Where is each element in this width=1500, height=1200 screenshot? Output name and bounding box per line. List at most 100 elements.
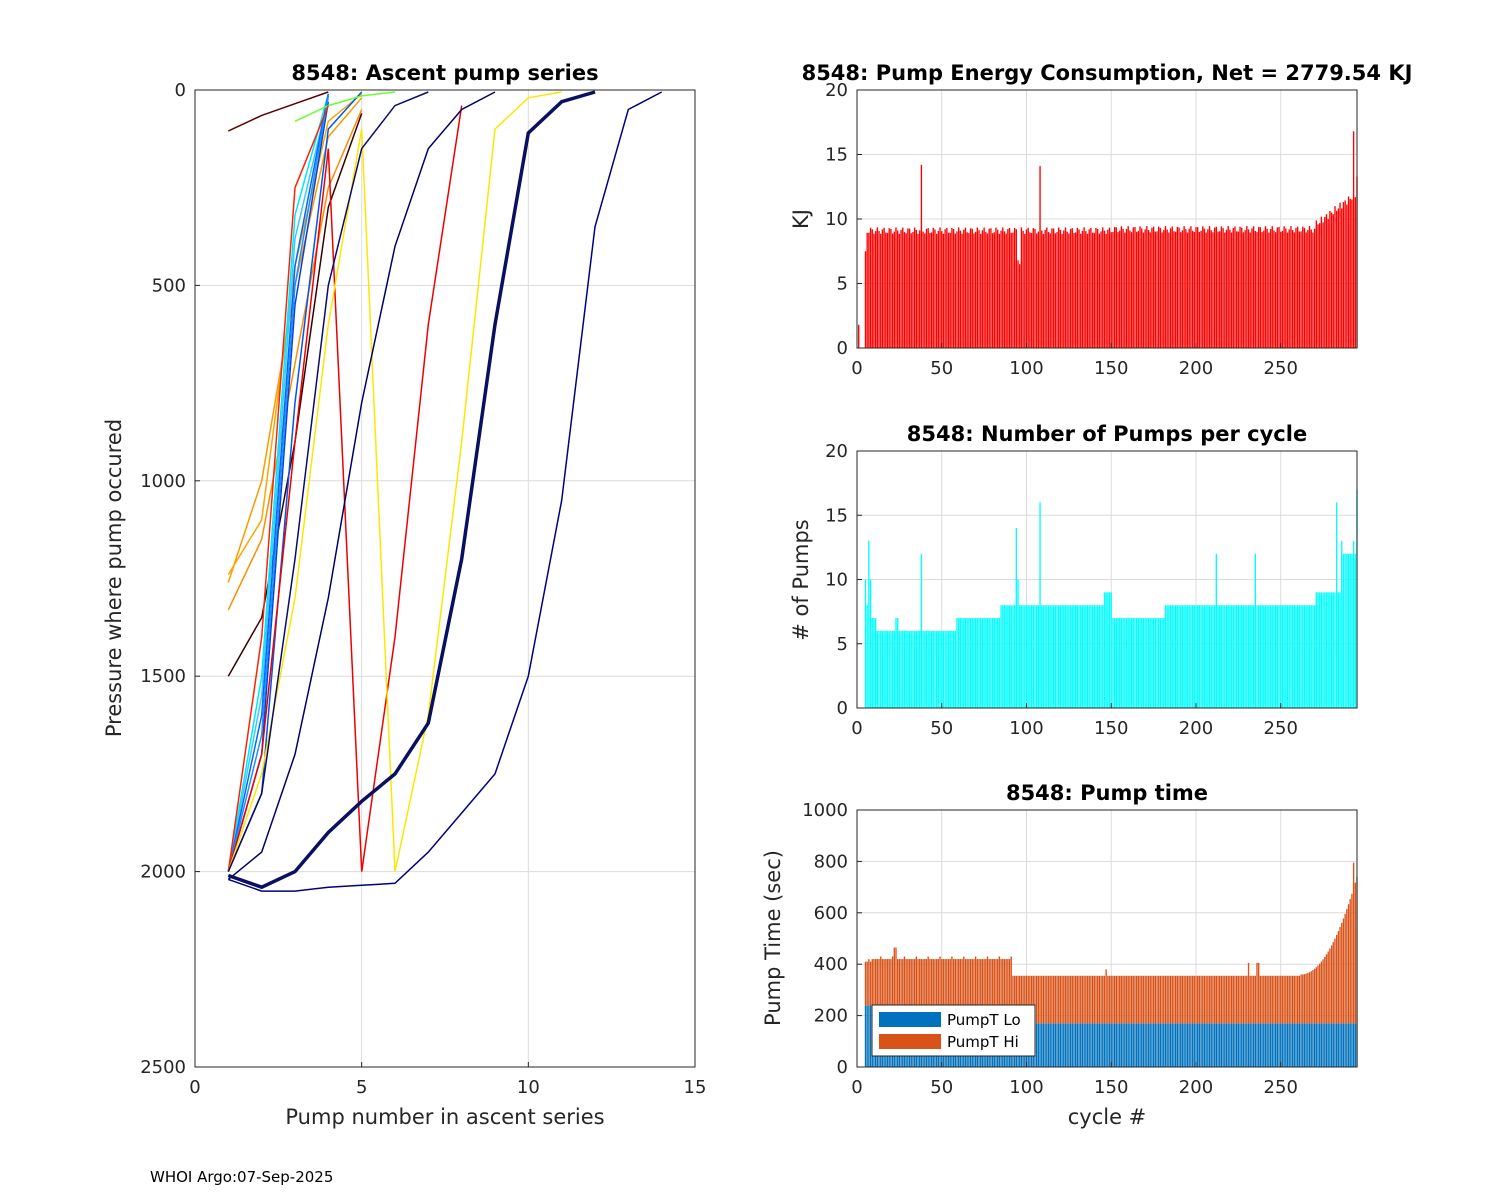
pumptime-bar-lo — [1166, 1023, 1168, 1067]
energy-bar — [1215, 226, 1217, 348]
pumptime-bar-hi — [890, 959, 892, 1006]
ascent-title: 8548: Ascent pump series — [291, 61, 598, 85]
energy-bar — [1308, 226, 1311, 348]
energy-bar — [1086, 233, 1089, 348]
pumptime-bar-hi — [1152, 975, 1155, 1024]
energy-bar — [1161, 232, 1163, 348]
energy-bar — [1005, 233, 1007, 348]
energy-bar — [1010, 232, 1012, 348]
pumptime-bar-hi — [1158, 975, 1160, 1024]
pumptime-bar-hi — [986, 956, 989, 1006]
pumptime-bar-hi — [910, 959, 912, 1006]
pumptime-bar-hi — [1168, 975, 1170, 1024]
pumps-bar — [1081, 605, 1084, 708]
pumptime-bar-hi — [990, 959, 992, 1006]
energy-bar — [1264, 226, 1267, 348]
energy-bar — [1281, 231, 1284, 348]
pumptime-bar-hi — [1232, 975, 1234, 1024]
pumptime-bar-hi — [919, 959, 921, 1006]
pumptime-bar-lo — [1135, 1023, 1138, 1067]
pumps-bar — [912, 630, 914, 708]
pumptime-bar-hi — [902, 959, 904, 1006]
pumptime-bar-hi — [1100, 975, 1102, 1024]
energy-bar — [1315, 220, 1317, 348]
energy-bar — [986, 233, 989, 348]
energy-bar — [1325, 214, 1328, 348]
pumps-bar — [946, 630, 948, 708]
pumps-bar — [1217, 605, 1219, 708]
energy-bar — [1058, 227, 1060, 348]
energy-bar — [927, 228, 929, 348]
energy-bar — [1069, 228, 1072, 348]
pumptime-bar-hi — [1202, 975, 1204, 1024]
pumptime-bar-hi — [988, 959, 990, 1006]
pumptime-xtick-label: 250 — [1264, 1077, 1298, 1098]
energy-bar — [1254, 230, 1256, 348]
energy-bar — [1168, 232, 1170, 348]
pumptime-bar-hi — [1173, 975, 1175, 1024]
pumptime-bar-lo — [1320, 1023, 1323, 1067]
pumptime-bar-hi — [1163, 975, 1165, 1024]
energy-bar — [1030, 232, 1033, 348]
energy-bar — [1258, 227, 1260, 348]
pumptime-bar-hi — [908, 959, 911, 1006]
pumptime-bar-lo — [1083, 1023, 1085, 1067]
energy-bar — [1056, 232, 1058, 348]
pumptime-bar-hi — [1091, 975, 1094, 1024]
pumptime-bar-hi — [883, 959, 885, 1006]
energy-bar — [858, 324, 860, 348]
energy-bar — [1220, 226, 1223, 348]
energy-bar — [1285, 228, 1287, 348]
energy-bar — [1313, 228, 1316, 348]
pumptime-bar-hi — [1052, 975, 1055, 1024]
energy-bar — [1073, 232, 1075, 348]
energy-bar — [1225, 229, 1228, 348]
energy-bar — [1234, 226, 1236, 348]
energy-bar — [1139, 226, 1141, 348]
pumptime-bar-hi — [951, 956, 953, 1006]
energy-bar — [1298, 231, 1301, 348]
pumptime-bar-hi — [1071, 975, 1073, 1024]
energy-bar — [1241, 227, 1243, 348]
pumps-bar — [905, 630, 907, 708]
pumps-bar — [1181, 605, 1184, 708]
energy-bar — [898, 233, 901, 348]
pumptime-bar-hi — [897, 959, 899, 1006]
energy-bar — [891, 233, 894, 348]
pumptime-bar-hi — [1049, 975, 1051, 1024]
pumps-bar — [1349, 553, 1351, 708]
pumps-bar — [1291, 605, 1294, 708]
pumps-bar — [924, 630, 926, 708]
pumps-bar — [993, 618, 995, 708]
pumptime-bar-hi — [1190, 975, 1192, 1024]
pumptime-bar-lo — [1337, 1023, 1340, 1067]
pumptime-bar-lo — [1129, 1023, 1131, 1067]
energy-bar — [1247, 229, 1250, 348]
pumptime-bar-hi — [1041, 975, 1043, 1024]
pumptime-bar-lo — [1058, 1023, 1060, 1067]
pumptime-bar-hi — [1183, 975, 1185, 1024]
pumps-bar — [1173, 605, 1175, 708]
energy-bar — [1112, 231, 1114, 348]
energy-bar — [1090, 227, 1092, 348]
pumps-bar — [1141, 618, 1143, 708]
energy-bar — [912, 232, 914, 348]
energy-bar — [973, 233, 975, 348]
pumptime-bar-lo — [1339, 1023, 1341, 1067]
pumps-bar — [1285, 605, 1287, 708]
pumptime-bar-hi — [1102, 975, 1104, 1024]
pumptime-bar-hi — [1005, 959, 1007, 1006]
pumps-bar — [881, 630, 884, 708]
energy-bar — [864, 251, 867, 348]
pumptime-bar-hi — [1058, 975, 1060, 1024]
energy-bar — [1107, 229, 1109, 348]
energy-bar — [1076, 227, 1079, 348]
pumptime-bar-hi — [991, 959, 994, 1006]
pumps-bar — [1058, 605, 1060, 708]
pumps-bar — [919, 630, 921, 708]
pumps-bar — [1174, 605, 1177, 708]
pumptime-bar-lo — [1351, 1023, 1353, 1067]
pumptime-bar-lo — [1174, 1023, 1177, 1067]
pumps-xtick-label: 250 — [1264, 718, 1298, 739]
pumps-bar — [1059, 605, 1062, 708]
